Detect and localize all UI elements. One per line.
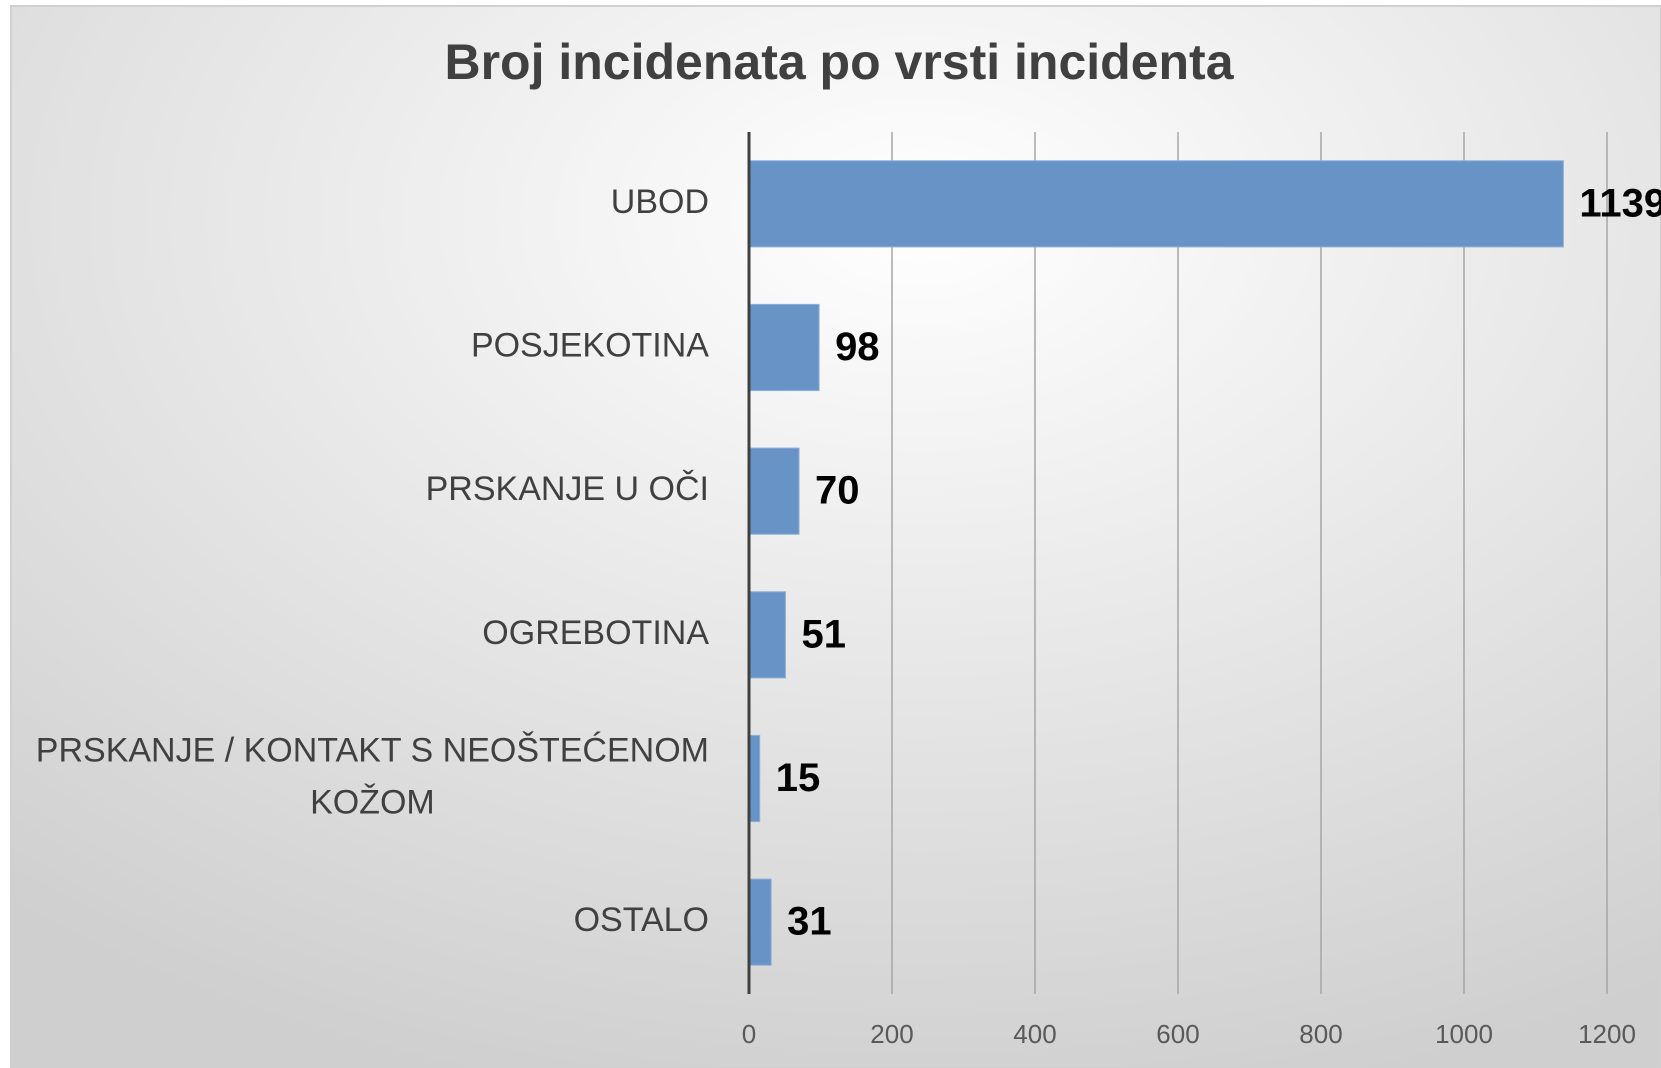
x-tick-label: 200 (870, 1019, 913, 1049)
x-tick-label: 1000 (1435, 1019, 1493, 1049)
x-tick-label: 800 (1299, 1019, 1342, 1049)
category-label: PRSKANJE U OČI (426, 470, 709, 508)
x-tick-label: 600 (1156, 1019, 1199, 1049)
bar (748, 303, 820, 392)
bar (748, 734, 761, 823)
bar (748, 160, 1564, 248)
value-label: 1139 (1579, 181, 1661, 225)
category-label: POSJEKOTINA (471, 326, 709, 364)
category-label: PRSKANJE / KONTAKT S NEOŠTEĆENOM KOŽOM (36, 731, 709, 821)
category-label-line: KOŽOM (310, 783, 435, 821)
chart-title: Broj incidenata po vrsti incidenta (444, 34, 1234, 90)
bar (748, 878, 772, 966)
x-tick-label: 400 (1013, 1019, 1056, 1049)
category-label: OGREBOTINA (482, 614, 709, 652)
category-label: OSTALO (574, 901, 709, 939)
bar (748, 447, 800, 535)
x-tick-label: 0 (742, 1019, 756, 1049)
value-label: 15 (776, 756, 821, 800)
x-tick-label: 1200 (1578, 1019, 1636, 1049)
category-label-line: PRSKANJE / KONTAKT S NEOŠTEĆENOM (36, 731, 709, 769)
value-label: 31 (787, 900, 832, 944)
value-label: 51 (801, 612, 846, 656)
category-label: UBOD (611, 183, 709, 221)
bar (748, 591, 786, 679)
value-label: 70 (815, 469, 860, 513)
value-label: 98 (835, 325, 880, 369)
